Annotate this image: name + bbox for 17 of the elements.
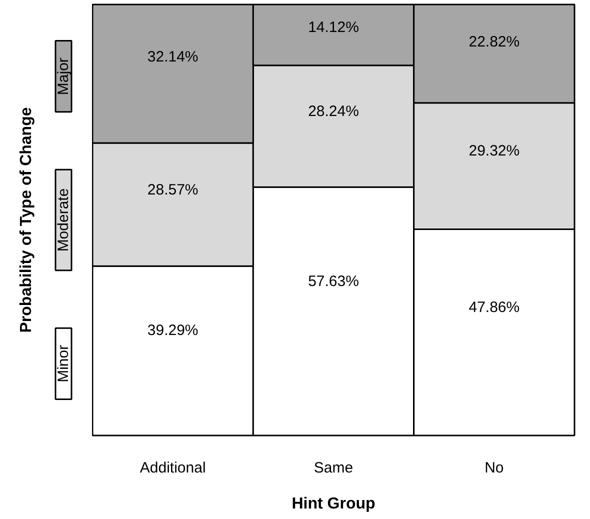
- data-label: 14.12%: [308, 19, 359, 36]
- x-axis-title: Hint Group: [292, 496, 376, 512]
- text: Major: [55, 58, 72, 96]
- x-tick-label: Same: [314, 460, 354, 476]
- y-axis-title: Probability of Type of Change: [18, 107, 35, 333]
- text: Moderate: [55, 188, 72, 252]
- data-label: 22.82%: [468, 33, 520, 50]
- data-label: 57.63%: [308, 273, 359, 290]
- data-label: 39.29%: [147, 322, 198, 340]
- data-label: 32.14%: [147, 48, 198, 66]
- x-tick-label: No: [484, 460, 504, 476]
- x-tick-label: Additional: [140, 460, 206, 476]
- text: Minor: [55, 344, 72, 382]
- data-label: 28.57%: [147, 181, 198, 198]
- data-label: 29.32%: [468, 142, 520, 160]
- data-label: 28.24%: [308, 103, 359, 120]
- data-label: 47.86%: [468, 299, 520, 316]
